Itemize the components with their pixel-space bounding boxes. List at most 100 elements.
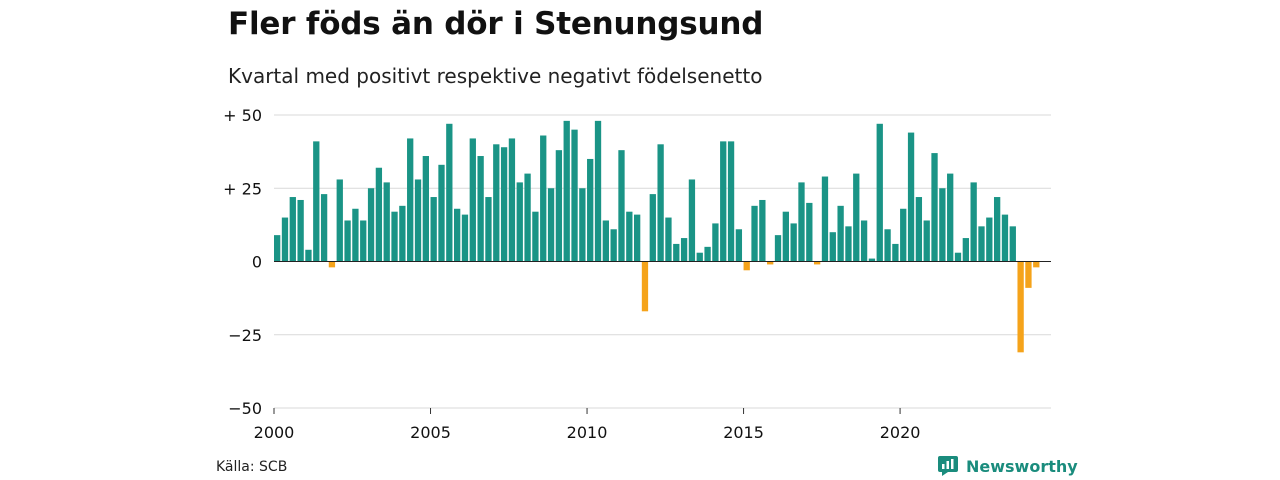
bar bbox=[649, 194, 656, 262]
bar bbox=[986, 217, 993, 262]
bar bbox=[477, 156, 484, 262]
bar bbox=[759, 199, 766, 262]
bar bbox=[774, 235, 782, 262]
bar bbox=[297, 199, 304, 262]
bar bbox=[508, 138, 516, 262]
bar bbox=[360, 220, 367, 262]
bar bbox=[524, 173, 531, 262]
bar bbox=[399, 205, 406, 262]
bar bbox=[1017, 261, 1024, 353]
bar bbox=[853, 173, 860, 262]
bar bbox=[907, 132, 915, 262]
bar bbox=[1001, 214, 1009, 262]
bar bbox=[641, 261, 649, 312]
x-tick-label: 2015 bbox=[723, 423, 764, 442]
bar bbox=[673, 243, 680, 262]
bar bbox=[657, 144, 664, 262]
bar bbox=[594, 120, 602, 262]
bar bbox=[993, 197, 1001, 262]
newsworthy-icon bbox=[938, 456, 958, 476]
bar bbox=[720, 141, 727, 262]
bar bbox=[798, 182, 805, 262]
bar bbox=[532, 211, 539, 262]
bar bbox=[782, 211, 789, 262]
bar bbox=[547, 188, 555, 262]
chart-subtitle: Kvartal med positivt respektive negativt… bbox=[228, 64, 763, 88]
bar bbox=[626, 211, 633, 262]
brand-logo: Newsworthy bbox=[938, 456, 1078, 476]
bar bbox=[454, 208, 461, 262]
axes: + 50 + 25 0 −25 −50 2000 2005 2010 2015 2020 bbox=[223, 106, 1051, 442]
bar bbox=[305, 249, 312, 262]
bar bbox=[696, 252, 703, 262]
bar bbox=[540, 135, 547, 262]
bar bbox=[813, 261, 821, 265]
bar bbox=[336, 179, 343, 262]
bar bbox=[860, 220, 868, 262]
chart-title: Fler föds än dör i Stenungsund bbox=[228, 6, 764, 42]
bar bbox=[274, 235, 281, 262]
bar bbox=[391, 211, 398, 262]
bar bbox=[978, 226, 985, 262]
bar bbox=[516, 182, 523, 262]
gridlines bbox=[274, 114, 1051, 409]
bar bbox=[485, 197, 492, 262]
bar bbox=[1009, 226, 1016, 262]
bar bbox=[680, 238, 688, 262]
bar bbox=[555, 150, 563, 262]
bar bbox=[579, 188, 586, 262]
x-tick-label: 2000 bbox=[254, 423, 295, 442]
bar bbox=[493, 144, 500, 262]
bar bbox=[923, 220, 930, 262]
bar bbox=[962, 238, 969, 262]
bar bbox=[446, 123, 453, 262]
y-tick-label: + 25 bbox=[223, 179, 262, 198]
bar bbox=[751, 205, 758, 262]
bar bbox=[892, 243, 899, 262]
bar bbox=[688, 179, 696, 262]
bar bbox=[320, 194, 328, 262]
bar bbox=[735, 229, 743, 262]
bar bbox=[438, 164, 445, 262]
bars bbox=[274, 120, 1040, 353]
bar bbox=[939, 188, 946, 262]
bar bbox=[931, 153, 938, 262]
bar bbox=[868, 258, 876, 262]
bar bbox=[281, 217, 289, 262]
bar bbox=[602, 220, 609, 262]
bar bbox=[587, 158, 594, 262]
bar bbox=[837, 205, 844, 262]
bar bbox=[821, 176, 829, 262]
bar bbox=[900, 208, 907, 262]
bar bbox=[383, 182, 390, 262]
bar bbox=[876, 123, 883, 262]
bar bbox=[430, 197, 437, 262]
y-tick-label: −50 bbox=[228, 399, 262, 418]
bar bbox=[970, 182, 977, 262]
bar bbox=[829, 232, 836, 262]
bar bbox=[767, 261, 774, 265]
brand-name: Newsworthy bbox=[966, 456, 1078, 476]
bar bbox=[915, 197, 923, 262]
bar bbox=[289, 197, 296, 262]
bar bbox=[954, 252, 962, 262]
bar bbox=[947, 173, 954, 262]
bar bbox=[712, 223, 719, 262]
bar bbox=[790, 223, 797, 262]
bar bbox=[352, 208, 359, 262]
bar bbox=[704, 246, 711, 262]
bar bbox=[610, 229, 617, 262]
bar bbox=[461, 214, 469, 262]
bar bbox=[328, 261, 336, 268]
bar bbox=[845, 226, 852, 262]
bar bbox=[1033, 261, 1040, 268]
bar bbox=[571, 129, 578, 262]
x-tick-label: 2020 bbox=[880, 423, 921, 442]
bar bbox=[414, 179, 422, 262]
bar bbox=[884, 229, 891, 262]
y-tick-label: + 50 bbox=[223, 106, 262, 125]
bar bbox=[367, 188, 375, 262]
bar bbox=[344, 220, 351, 262]
x-tick-label: 2005 bbox=[410, 423, 451, 442]
